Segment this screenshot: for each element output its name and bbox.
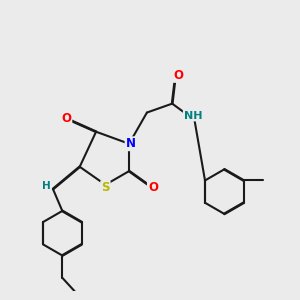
Text: H: H [42, 181, 51, 190]
Text: O: O [148, 181, 158, 194]
Text: O: O [173, 69, 183, 82]
Text: NH: NH [184, 110, 202, 121]
Text: S: S [101, 181, 110, 194]
Text: N: N [126, 137, 136, 150]
Text: O: O [61, 112, 71, 125]
